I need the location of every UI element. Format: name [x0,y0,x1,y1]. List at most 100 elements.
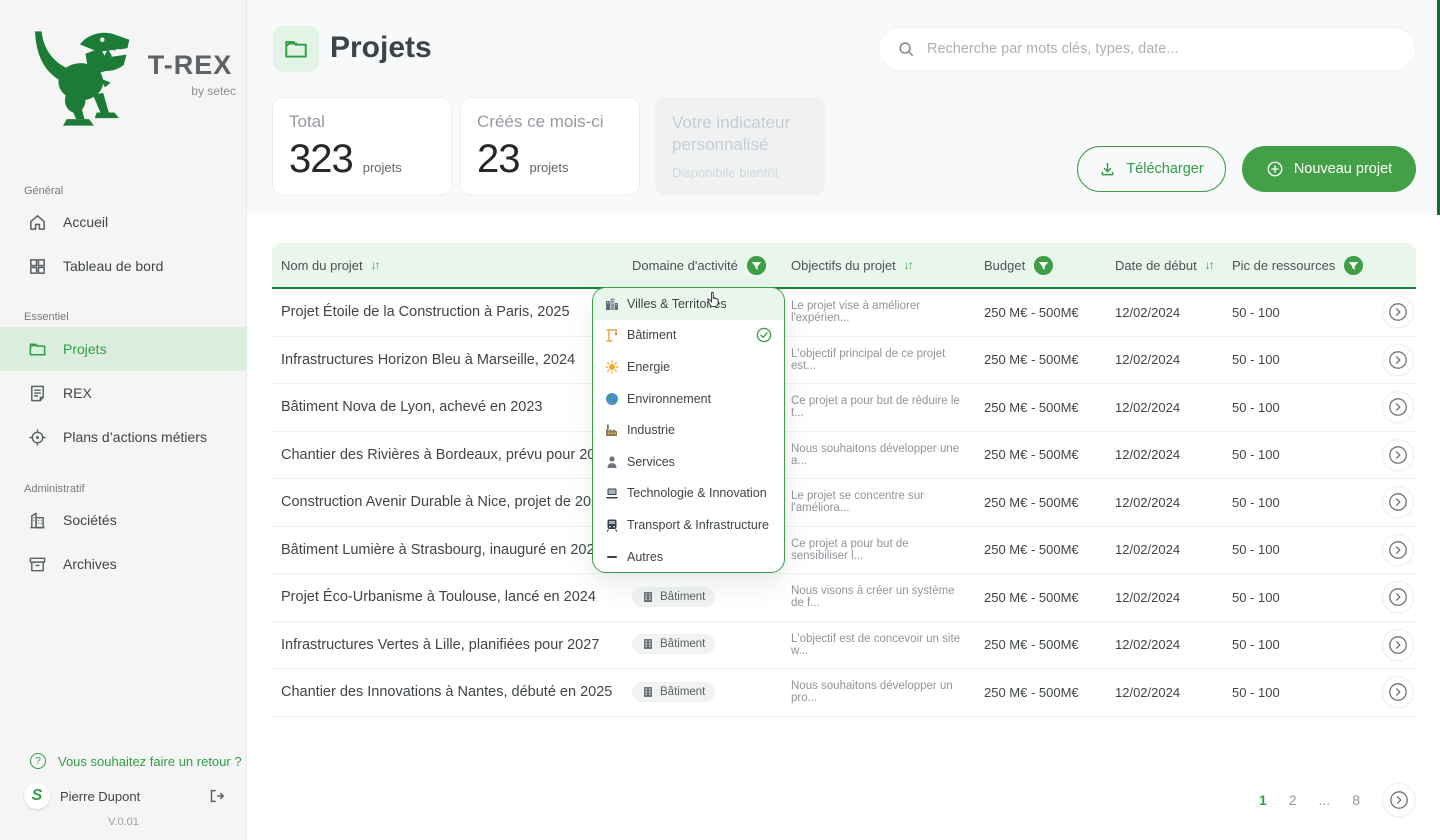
sidebar-item-societes[interactable]: Sociétés [0,498,247,542]
date-cell: 12/02/2024 [1115,399,1181,415]
table-row[interactable]: Chantier des Rivières à Bordeaux, prévu … [272,432,1416,479]
sidebar-item-archives[interactable]: Archives [0,542,247,586]
building-chip-icon [644,639,652,650]
sort-icon[interactable]: ↓↑ [1204,258,1215,272]
open-project-button[interactable] [1382,628,1414,661]
filter-icon[interactable] [1343,255,1364,276]
feedback-link[interactable]: ? Vous souhaitez faire un retour ? [0,746,247,776]
sidebar-item-tableau-de-bord[interactable]: Tableau de bord [0,244,247,288]
column-header-objectives[interactable]: Objectifs du projet ↓↑ [791,258,984,273]
table-row[interactable]: Chantier des Innovations à Nantes, début… [272,669,1416,717]
table-row[interactable]: Projet Éco-Urbanisme à Toulouse, lancé e… [272,574,1416,622]
new-project-button[interactable]: Nouveau projet [1242,146,1416,192]
stat-unit: projets [529,160,569,175]
chevron-right-circle-icon [1389,635,1407,654]
filter-icon[interactable] [746,255,767,276]
column-header-start-date[interactable]: Date de début ↓↑ [1115,258,1232,273]
table-row[interactable]: Infrastructures Horizon Bleu à Marseille… [272,337,1416,384]
building-icon [30,512,45,528]
resources-cell: 50 - 100 [1232,343,1416,376]
sort-icon[interactable]: ↓↑ [370,258,381,272]
resources-cell: 50 - 100 [1232,391,1416,424]
scrollbar[interactable] [1437,0,1440,215]
objective-cell: Le projet vise à améliorer l'expérien... [791,300,921,325]
open-project-button[interactable] [1382,343,1414,376]
column-header-resources[interactable]: Pic de ressources [1232,255,1416,276]
document-icon [31,385,44,401]
dropdown-item-autres[interactable]: Autres [593,541,784,573]
filter-icon[interactable] [1033,255,1054,276]
page-2[interactable]: 2 [1288,792,1297,808]
sidebar-item-label: Plans d’actions métiers [63,429,207,445]
domain-chip: Bâtiment [632,634,716,655]
next-page-button[interactable] [1382,783,1416,817]
user-name: Pierre Dupont [60,788,141,804]
page-ellipsis: ... [1318,792,1331,808]
chevron-right-circle-icon [1389,350,1407,369]
column-header-name[interactable]: Nom du projet ↓↑ [281,258,632,273]
domain-cell: Bâtiment [632,681,791,703]
dropdown-item-batiment[interactable]: Bâtiment [593,320,784,352]
column-header-domain[interactable]: Domaine d'activité [632,255,791,276]
search-bar[interactable] [878,27,1416,71]
table-row[interactable]: Bâtiment Nova de Lyon, achevé en 2023 Bâ… [272,384,1416,432]
domain-chip: Bâtiment [632,681,716,702]
dropdown-item-transport[interactable]: Transport & Infrastructure [593,509,784,541]
pagination: 1 2 ... 8 [1259,783,1416,817]
page-1[interactable]: 1 [1258,792,1267,808]
project-name-cell: Projet Étoile de la Construction à Paris… [281,304,570,321]
dropdown-item-label: Services [627,454,675,469]
sidebar-item-rex[interactable]: REX [0,371,247,415]
dropdown-item-label: Energie [627,359,671,374]
chevron-right-circle-icon [1389,398,1407,417]
stat-unit: projets [362,160,402,175]
sort-icon[interactable]: ↓↑ [903,258,914,272]
chevron-right-circle-icon [1389,303,1407,322]
dropdown-item-villes-territoires[interactable]: Villes & Territoires [593,288,784,320]
budget-cell: 250 M€ - 500M€ [984,494,1079,510]
dropdown-item-energie[interactable]: Energie [593,351,784,383]
domain-label: Bâtiment [660,638,706,651]
dash-icon [607,555,617,558]
nav-section-general: Général [24,185,64,197]
dropdown-item-label: Autres [627,549,664,564]
dropdown-item-technologie[interactable]: Technologie & Innovation [593,478,784,510]
plus-circle-icon [1267,161,1283,177]
open-project-button[interactable] [1382,533,1414,566]
download-icon [1101,162,1114,175]
budget-cell: 250 M€ - 500M€ [984,542,1079,558]
domain-chip: Bâtiment [632,586,716,607]
column-label: Budget [984,257,1026,273]
resources-value: 50 - 100 [1232,352,1280,368]
dropdown-item-industrie[interactable]: Industrie [593,414,784,446]
page-8[interactable]: 8 [1352,792,1360,808]
table-row[interactable]: Projet Étoile de la Construction à Paris… [272,289,1416,337]
column-header-budget[interactable]: Budget [984,255,1115,276]
open-project-button[interactable] [1382,676,1414,709]
table-row[interactable]: Infrastructures Vertes à Lille, planifié… [272,622,1416,669]
resources-value: 50 - 100 [1232,637,1280,653]
open-project-button[interactable] [1382,391,1414,424]
download-button[interactable]: Télécharger [1077,146,1226,192]
sidebar-item-label: Sociétés [63,512,117,528]
sidebar-item-projets[interactable]: Projets [0,327,247,371]
person-icon [607,456,617,468]
resources-cell: 50 - 100 [1232,581,1416,614]
sidebar-item-accueil[interactable]: Accueil [0,200,247,244]
logout-icon[interactable] [207,787,225,805]
open-project-button[interactable] [1382,438,1414,471]
search-input[interactable] [927,41,1415,57]
dropdown-item-services[interactable]: Services [593,446,784,478]
open-project-button[interactable] [1382,486,1414,519]
resources-value: 50 - 100 [1232,304,1280,320]
sidebar-item-plans-actions[interactable]: Plans d’actions métiers [0,415,247,459]
table-row[interactable]: Bâtiment Lumière à Strasbourg, inauguré … [272,527,1416,574]
open-project-button[interactable] [1382,581,1414,614]
chevron-right-circle-icon [1389,683,1407,702]
table-row[interactable]: Construction Avenir Durable à Nice, proj… [272,479,1416,527]
dropdown-item-label: Bâtiment [627,328,677,343]
date-cell: 12/02/2024 [1115,542,1181,558]
open-project-button[interactable] [1382,296,1414,329]
dropdown-item-environnement[interactable]: Environnement [593,383,784,415]
